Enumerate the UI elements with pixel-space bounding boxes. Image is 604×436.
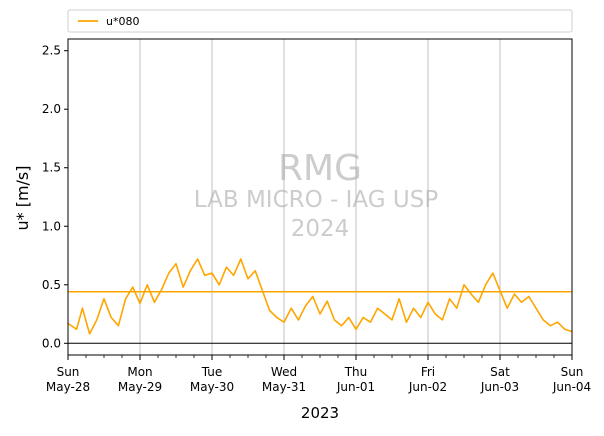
watermark-subtitle: LAB MICRO - IAG USP	[194, 187, 439, 213]
grid-layer	[139, 39, 501, 355]
legend: u*080	[67, 9, 573, 33]
x-tick-weekday: Wed	[271, 365, 297, 379]
y-tick-label: 1.5	[42, 161, 61, 175]
x-tick-weekday: Sun	[561, 365, 584, 379]
x-tick-date: Jun-03	[480, 380, 519, 394]
series-line-u080	[67, 258, 573, 335]
watermark: RMG LAB MICRO - IAG USP 2024	[194, 148, 439, 242]
x-tick-weekday: Fri	[421, 365, 435, 379]
series-layer	[67, 258, 573, 335]
x-tick-date: Jun-04	[552, 380, 591, 394]
legend-box	[67, 9, 573, 33]
y-tick-label: 2.0	[42, 102, 61, 116]
x-tick-weekday: Tue	[201, 365, 223, 379]
watermark-year: 2024	[291, 216, 350, 242]
x-tick-date: May-31	[262, 380, 306, 394]
y-tick-label: 0.0	[42, 336, 61, 350]
x-tick-weekday: Thu	[344, 365, 368, 379]
x-tick-weekday: Sun	[57, 365, 80, 379]
x-tick-date: May-30	[190, 380, 234, 394]
y-tick-label: 2.5	[42, 44, 61, 58]
x-tick-date: Jun-01	[336, 380, 375, 394]
x-axis: SunMay-28MonMay-29TueMay-30WedMay-31ThuJ…	[46, 355, 591, 394]
x-tick-date: May-28	[46, 380, 90, 394]
y-axis-label: u* [m/s]	[13, 165, 32, 230]
x-tick-date: May-29	[118, 380, 162, 394]
x-tick-date: Jun-02	[408, 380, 447, 394]
y-tick-label: 0.5	[42, 278, 61, 292]
x-tick-weekday: Mon	[127, 365, 152, 379]
y-tick-label: 1.0	[42, 219, 61, 233]
legend-label: u*080	[106, 15, 139, 28]
x-axis-label: 2023	[301, 404, 339, 422]
watermark-title: RMG	[278, 148, 362, 189]
x-tick-weekday: Sat	[490, 365, 510, 379]
y-axis: 0.0 0.5 1.0 1.5 2.0 2.5	[42, 44, 68, 350]
